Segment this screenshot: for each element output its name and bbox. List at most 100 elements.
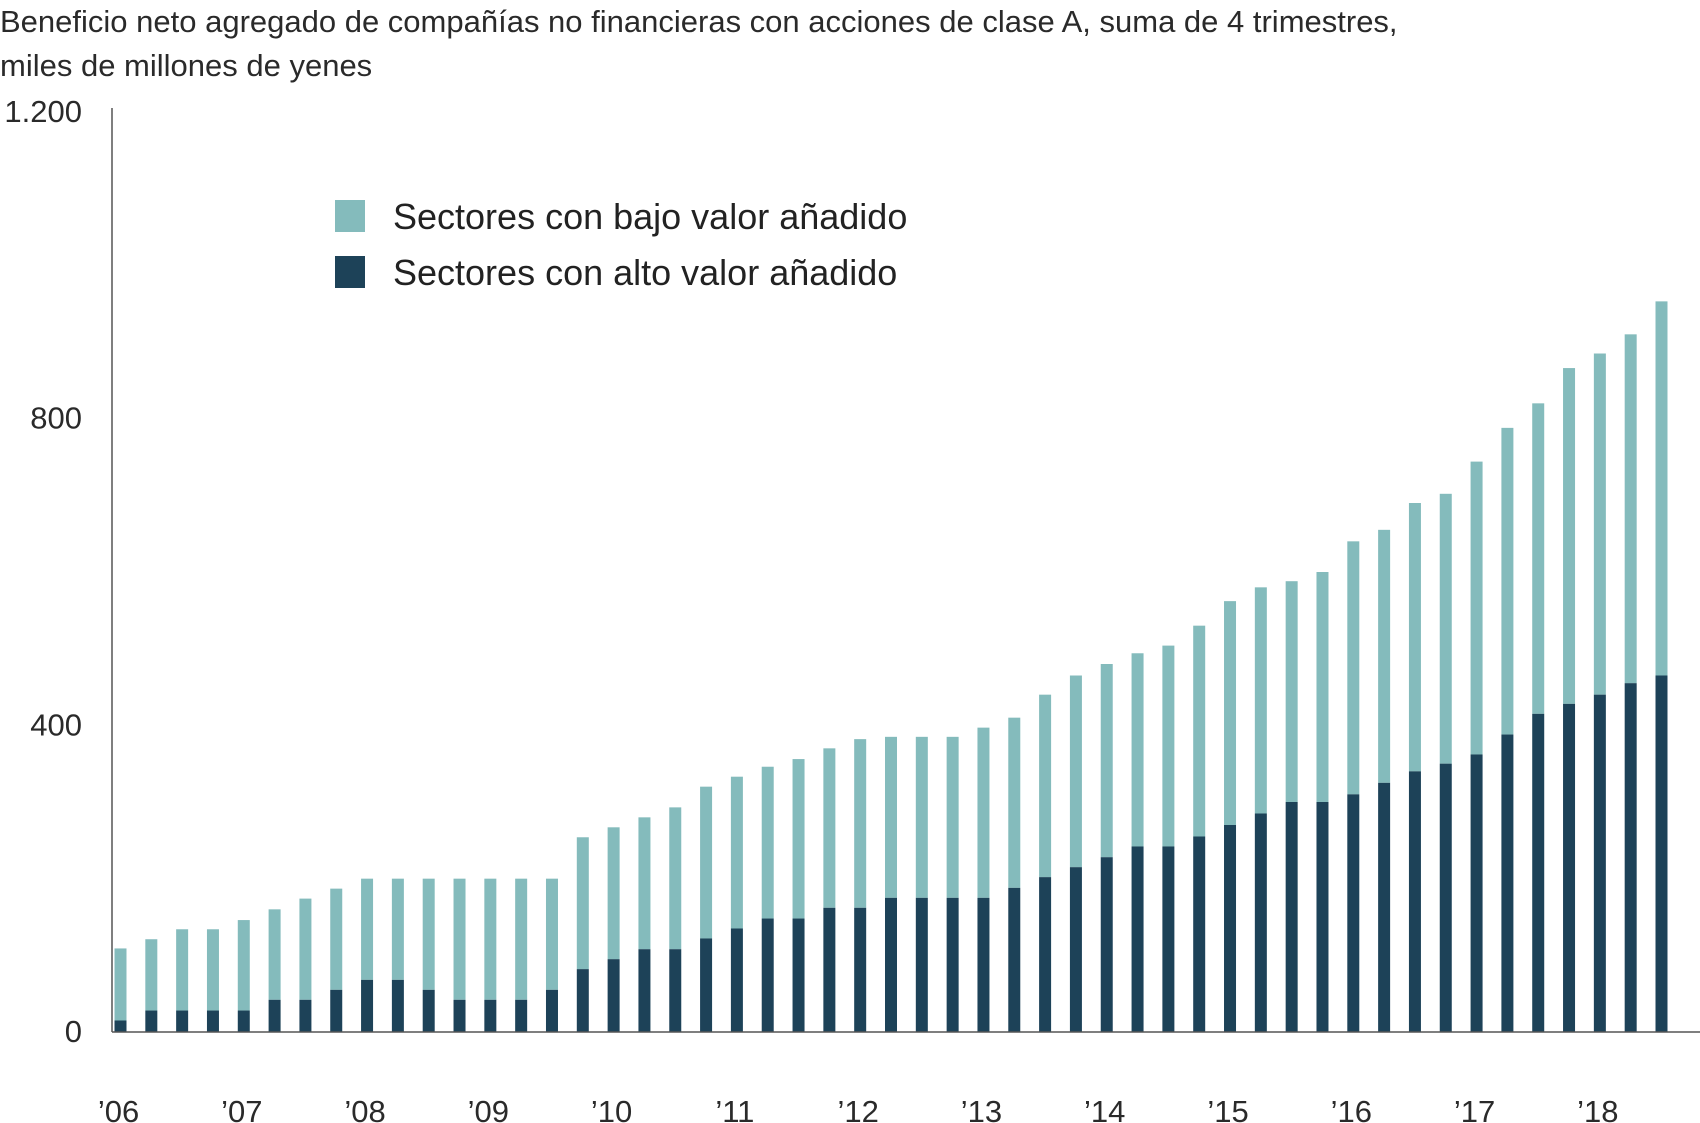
bar-high-value-19 xyxy=(669,949,682,1032)
bar-high-value-33 xyxy=(1100,857,1113,1032)
bar-high-value-15 xyxy=(545,989,558,1032)
bar-low-value-25 xyxy=(854,739,867,908)
bar-low-value-8 xyxy=(330,888,343,990)
bar-high-value-21 xyxy=(730,928,743,1032)
x-tick-label: ’13 xyxy=(961,1094,1002,1123)
bar-high-value-50 xyxy=(1624,683,1637,1032)
bar-high-value-14 xyxy=(515,999,528,1032)
x-tick-label: ’14 xyxy=(1084,1094,1125,1123)
chart-title-line-2: miles de millones de yenes xyxy=(0,48,373,83)
bar-low-value-35 xyxy=(1162,645,1175,847)
bar-high-value-5 xyxy=(237,1010,250,1032)
legend-label: Sectores con bajo valor añadido xyxy=(393,196,907,237)
x-tick-label: ’10 xyxy=(591,1094,632,1123)
bar-low-value-28 xyxy=(946,736,959,898)
bar-low-value-37 xyxy=(1224,601,1237,825)
bar-low-value-27 xyxy=(915,736,928,898)
bar-high-value-51 xyxy=(1655,675,1668,1032)
x-tick-label: ’17 xyxy=(1454,1094,1495,1123)
bar-high-value-39 xyxy=(1285,802,1298,1032)
bar-high-value-34 xyxy=(1131,846,1144,1032)
bar-low-value-11 xyxy=(422,878,435,990)
x-tick-label: ’11 xyxy=(715,1094,754,1123)
bar-high-value-25 xyxy=(854,907,867,1032)
bar-high-value-23 xyxy=(792,918,805,1032)
bar-high-value-37 xyxy=(1224,825,1237,1032)
bar-low-value-43 xyxy=(1408,503,1421,772)
x-tick-label: ’09 xyxy=(468,1094,509,1123)
x-tick-label: ’18 xyxy=(1577,1094,1618,1123)
bar-low-value-1 xyxy=(114,948,127,1021)
bar-low-value-6 xyxy=(268,909,281,1000)
y-tick-label: 0 xyxy=(65,1014,82,1049)
bar-low-value-30 xyxy=(1008,717,1021,888)
legend-label: Sectores con alto valor añadido xyxy=(393,252,897,293)
bar-high-value-45 xyxy=(1470,754,1483,1032)
bar-low-value-13 xyxy=(484,878,497,1000)
bar-high-value-42 xyxy=(1378,782,1391,1032)
bar-low-value-5 xyxy=(237,920,250,1011)
bar-high-value-35 xyxy=(1162,846,1175,1032)
bar-low-value-16 xyxy=(576,837,589,970)
bar-high-value-6 xyxy=(268,999,281,1032)
x-tick-label: ’12 xyxy=(837,1094,878,1123)
bar-low-value-15 xyxy=(545,878,558,990)
y-tick-label: 400 xyxy=(30,707,82,742)
bar-low-value-18 xyxy=(638,817,651,950)
bar-low-value-47 xyxy=(1532,403,1545,714)
x-tick-label: ’06 xyxy=(98,1094,139,1123)
bar-high-value-44 xyxy=(1439,763,1452,1032)
x-tick-label: ’15 xyxy=(1207,1094,1248,1123)
bar-low-value-42 xyxy=(1378,529,1391,783)
bar-high-value-43 xyxy=(1408,771,1421,1032)
bar-high-value-8 xyxy=(330,989,343,1032)
bar-high-value-49 xyxy=(1593,694,1606,1032)
bar-high-value-9 xyxy=(361,979,374,1032)
bar-low-value-7 xyxy=(299,898,312,1000)
bar-high-value-38 xyxy=(1254,813,1267,1032)
y-tick-label: 800 xyxy=(30,401,82,436)
bar-high-value-28 xyxy=(946,897,959,1032)
bar-high-value-11 xyxy=(422,989,435,1032)
bar-low-value-38 xyxy=(1254,587,1267,814)
x-axis-ticks: ’06 ’07 ’08 ’09 ’10 ’11 ’12 ’13 ’14 ’15 ’16 ’17 ’18 xyxy=(98,1094,1619,1123)
bar-high-value-22 xyxy=(761,918,774,1032)
bar-low-value-20 xyxy=(700,786,713,939)
bar-high-value-4 xyxy=(206,1010,219,1032)
bar-low-value-40 xyxy=(1316,572,1329,802)
bar-low-value-36 xyxy=(1193,625,1206,837)
legend-swatch xyxy=(335,200,365,232)
bar-high-value-26 xyxy=(885,897,897,1032)
bar-low-value-2 xyxy=(145,939,158,1011)
bar-low-value-39 xyxy=(1285,581,1298,802)
y-axis-ticks: 0 400 800 1.200 xyxy=(4,94,82,1049)
x-tick-label: ’08 xyxy=(344,1094,385,1123)
bar-low-value-17 xyxy=(607,827,620,960)
bar-high-value-12 xyxy=(453,999,466,1032)
bar-low-value-33 xyxy=(1100,664,1113,858)
bar-high-value-36 xyxy=(1193,836,1206,1032)
bar-high-value-48 xyxy=(1563,703,1576,1032)
bar-low-value-24 xyxy=(823,748,836,908)
chart-title: Beneficio neto agregado de compañías no … xyxy=(0,0,1690,88)
bar-low-value-12 xyxy=(453,878,466,1000)
bar-low-value-21 xyxy=(730,776,743,929)
bar-high-value-31 xyxy=(1039,877,1052,1032)
chart-title-line-1: Beneficio neto agregado de compañías no … xyxy=(0,4,1398,39)
bar-low-value-50 xyxy=(1624,334,1637,684)
x-tick-label: ’07 xyxy=(221,1094,262,1123)
bar-high-value-16 xyxy=(576,969,589,1032)
bar-low-value-34 xyxy=(1131,653,1144,847)
bar-high-value-13 xyxy=(484,999,497,1032)
bar-low-value-14 xyxy=(515,878,528,1000)
bar-high-value-20 xyxy=(700,938,713,1032)
legend: Sectores con bajo valor añadido Sectores … xyxy=(335,196,907,293)
bar-high-value-7 xyxy=(299,999,312,1032)
bar-low-value-48 xyxy=(1563,368,1576,704)
bar-high-value-10 xyxy=(391,979,404,1032)
bar-low-value-45 xyxy=(1470,461,1483,755)
bar-high-value-30 xyxy=(1008,887,1021,1032)
bar-high-value-2 xyxy=(145,1010,158,1032)
bar-low-value-51 xyxy=(1655,301,1668,676)
